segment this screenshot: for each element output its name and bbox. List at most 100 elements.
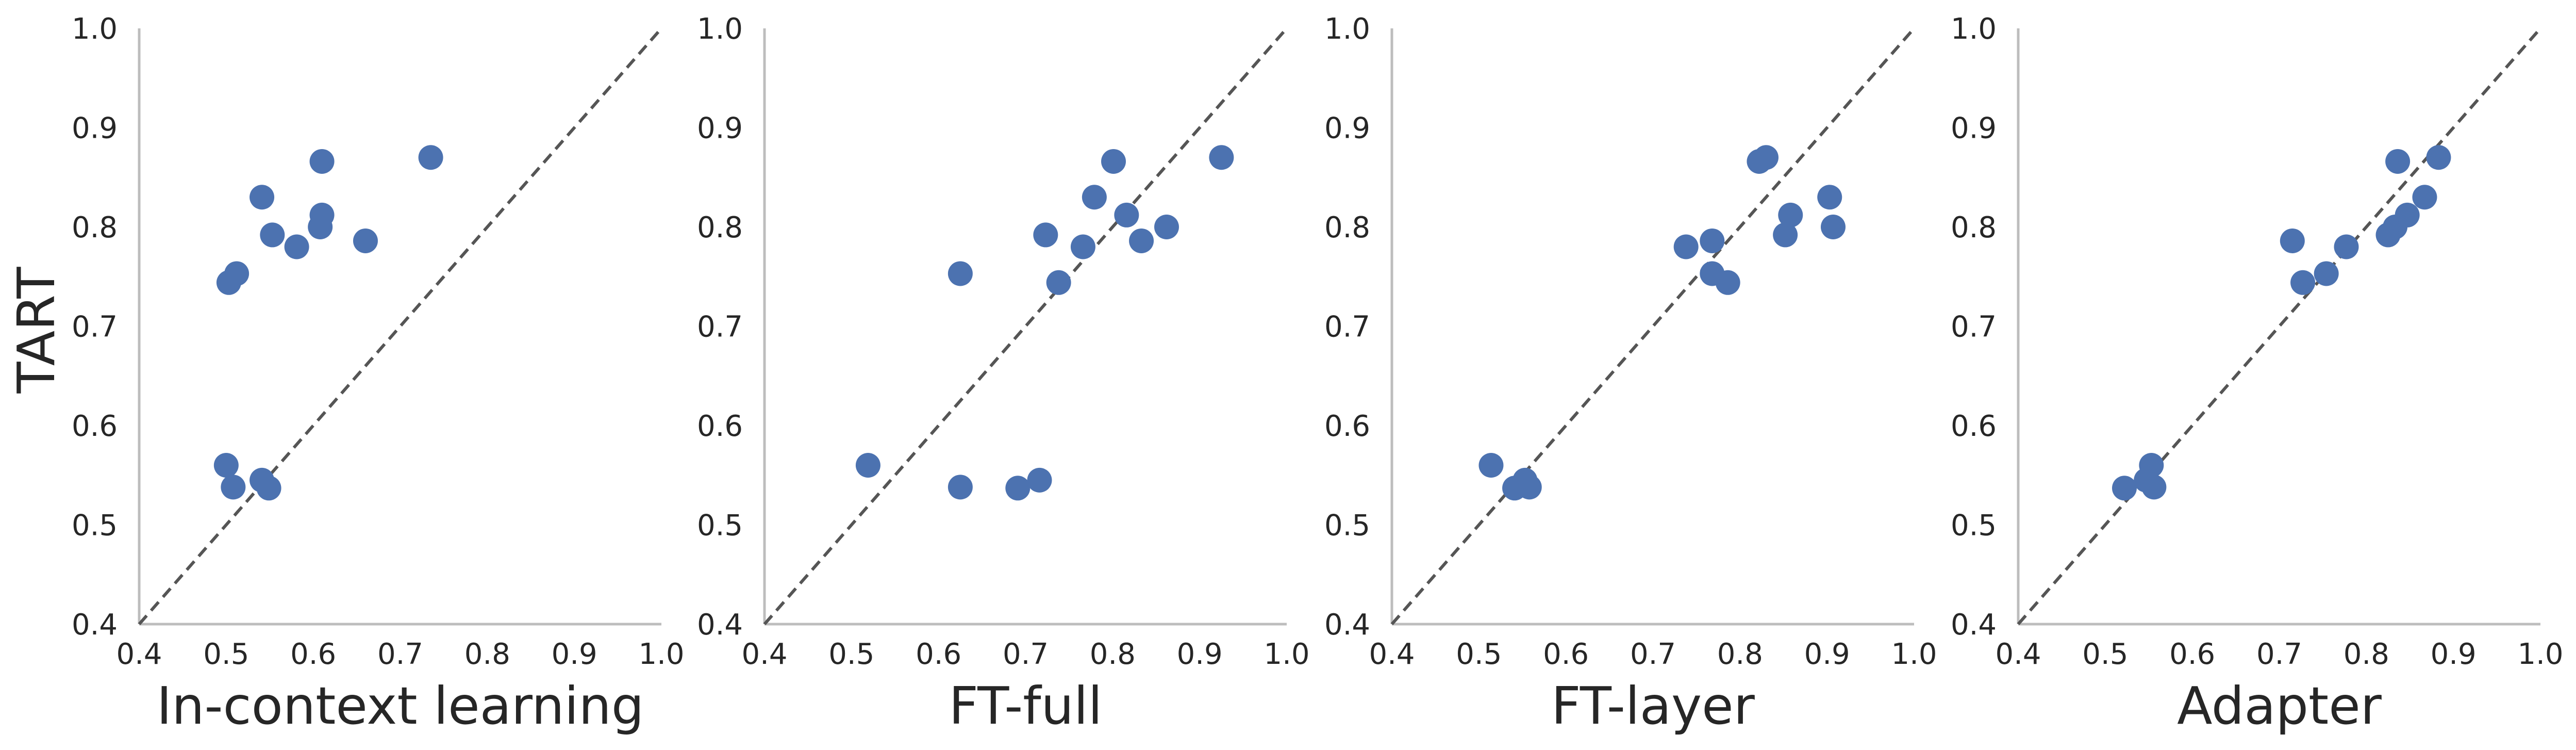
y-tick-label: 0.9 — [1324, 112, 1370, 145]
x-tick-label: 0.6 — [2169, 638, 2215, 671]
x-axis-title: FT-full — [949, 676, 1103, 736]
data-point — [2375, 222, 2401, 248]
data-point — [2141, 475, 2167, 500]
data-point — [1154, 215, 1179, 239]
y-tick-label: 0.4 — [1951, 608, 1997, 642]
x-tick-label: 0.8 — [1717, 638, 1763, 671]
y-tick-label: 0.7 — [1324, 311, 1370, 344]
data-point — [1820, 215, 1846, 239]
x-tick-label: 0.9 — [2431, 638, 2477, 671]
x-tick-label: 1.0 — [1264, 638, 1309, 671]
x-tick-label: 0.7 — [1003, 638, 1049, 671]
data-point — [948, 475, 973, 500]
x-tick-label: 0.6 — [1543, 638, 1589, 671]
y-tick-label: 0.6 — [72, 410, 118, 443]
x-tick-label: 1.0 — [638, 638, 684, 671]
panel-4: 0.4 0.5 0.6 0.7 0.8 0.9 1.0 0.4 0.5 0.6 0.7 0.8 0.9 1… — [1951, 12, 2564, 736]
x-tick-label: 0.9 — [1804, 638, 1850, 671]
panel-2: 0.4 0.5 0.6 0.7 0.8 0.9 1.0 0.4 0.5 0.6 0.7 0.8 0.9 1… — [697, 12, 1310, 736]
x-axis-title: Adapter — [2177, 676, 2382, 736]
y-tick-label: 0.7 — [1951, 311, 1997, 344]
x-axis-title: FT-layer — [1551, 676, 1755, 736]
x-tick-label: 0.5 — [2082, 638, 2128, 671]
x-tick-label: 0.5 — [203, 638, 249, 671]
data-point — [1502, 476, 1527, 501]
x-tick-label: 0.6 — [916, 638, 961, 671]
y-tick-label: 0.8 — [697, 211, 743, 244]
data-point — [1070, 234, 1095, 259]
x-tick-label: 0.4 — [1995, 638, 2041, 671]
y-tick-label: 0.5 — [1324, 509, 1370, 543]
x-tick-label: 0.7 — [2256, 638, 2302, 671]
reference-diagonal-line — [1390, 27, 1916, 625]
data-point — [284, 234, 309, 259]
data-point — [2385, 149, 2411, 174]
x-tick-label: 0.6 — [290, 638, 336, 671]
data-point — [308, 215, 333, 239]
data-point — [2412, 185, 2437, 210]
y-tick-label: 0.4 — [1324, 608, 1370, 642]
y-tick-label: 0.9 — [72, 112, 118, 145]
data-point — [221, 475, 246, 500]
x-tick-label: 1.0 — [2517, 638, 2563, 671]
reference-diagonal-line — [763, 27, 1288, 625]
data-point — [1478, 453, 1504, 478]
data-point — [250, 185, 275, 210]
x-tick-label: 0.4 — [1369, 638, 1415, 671]
y-tick-label: 0.4 — [697, 608, 743, 642]
y-tick-label: 0.8 — [1951, 211, 1997, 244]
data-point — [1027, 467, 1052, 493]
data-point — [309, 149, 335, 174]
x-tick-label: 0.8 — [464, 638, 510, 671]
y-tick-label: 1.0 — [697, 12, 743, 46]
data-point — [1700, 228, 1725, 253]
data-point — [1209, 145, 1234, 170]
data-point — [1715, 270, 1740, 295]
data-point — [216, 270, 241, 295]
data-point — [2280, 228, 2305, 253]
data-point — [1101, 149, 1126, 174]
data-point — [2334, 234, 2359, 259]
y-tick-label: 0.4 — [72, 608, 118, 642]
x-tick-label: 0.9 — [1177, 638, 1223, 671]
y-tick-label: 0.9 — [1951, 112, 1997, 145]
x-tick-label: 0.7 — [1630, 638, 1676, 671]
data-point — [1778, 202, 1803, 227]
panel-1: 0.4 0.5 0.6 0.7 0.8 0.9 1.0 0.4 0.5 0.6 0.7 0.8 0.9 1… — [6, 12, 685, 736]
y-tick-label: 0.5 — [72, 509, 118, 543]
data-point — [260, 222, 285, 248]
x-tick-label: 0.8 — [1090, 638, 1136, 671]
data-point — [213, 453, 239, 478]
data-point — [256, 476, 281, 501]
data-point — [1114, 202, 1139, 227]
y-tick-label: 0.7 — [72, 311, 118, 344]
data-point — [1005, 476, 1031, 501]
data-point — [1033, 222, 1058, 248]
reference-diagonal-line — [138, 27, 663, 625]
data-point — [418, 145, 443, 170]
data-point — [1129, 228, 1154, 253]
data-point — [1082, 185, 1107, 210]
y-tick-label: 0.8 — [72, 211, 118, 244]
y-tick-label: 1.0 — [1324, 12, 1370, 46]
x-tick-label: 0.5 — [1456, 638, 1502, 671]
data-point — [1773, 222, 1798, 248]
data-point — [2290, 270, 2316, 295]
y-tick-label: 0.9 — [697, 112, 743, 145]
x-axis-title: In-context learning — [157, 676, 644, 736]
data-point — [855, 453, 880, 478]
x-tick-label: 0.5 — [828, 638, 874, 671]
data-point — [2426, 145, 2451, 170]
x-tick-label: 0.9 — [552, 638, 597, 671]
y-tick-label: 0.8 — [1324, 211, 1370, 244]
reference-diagonal-line — [2017, 27, 2542, 625]
y-tick-label: 1.0 — [1951, 12, 1997, 46]
data-point — [1817, 185, 1842, 210]
data-point — [353, 228, 378, 253]
y-tick-label: 1.0 — [72, 12, 118, 46]
x-tick-label: 0.4 — [116, 638, 162, 671]
x-tick-label: 0.7 — [377, 638, 423, 671]
y-tick-label: 0.6 — [1324, 410, 1370, 443]
